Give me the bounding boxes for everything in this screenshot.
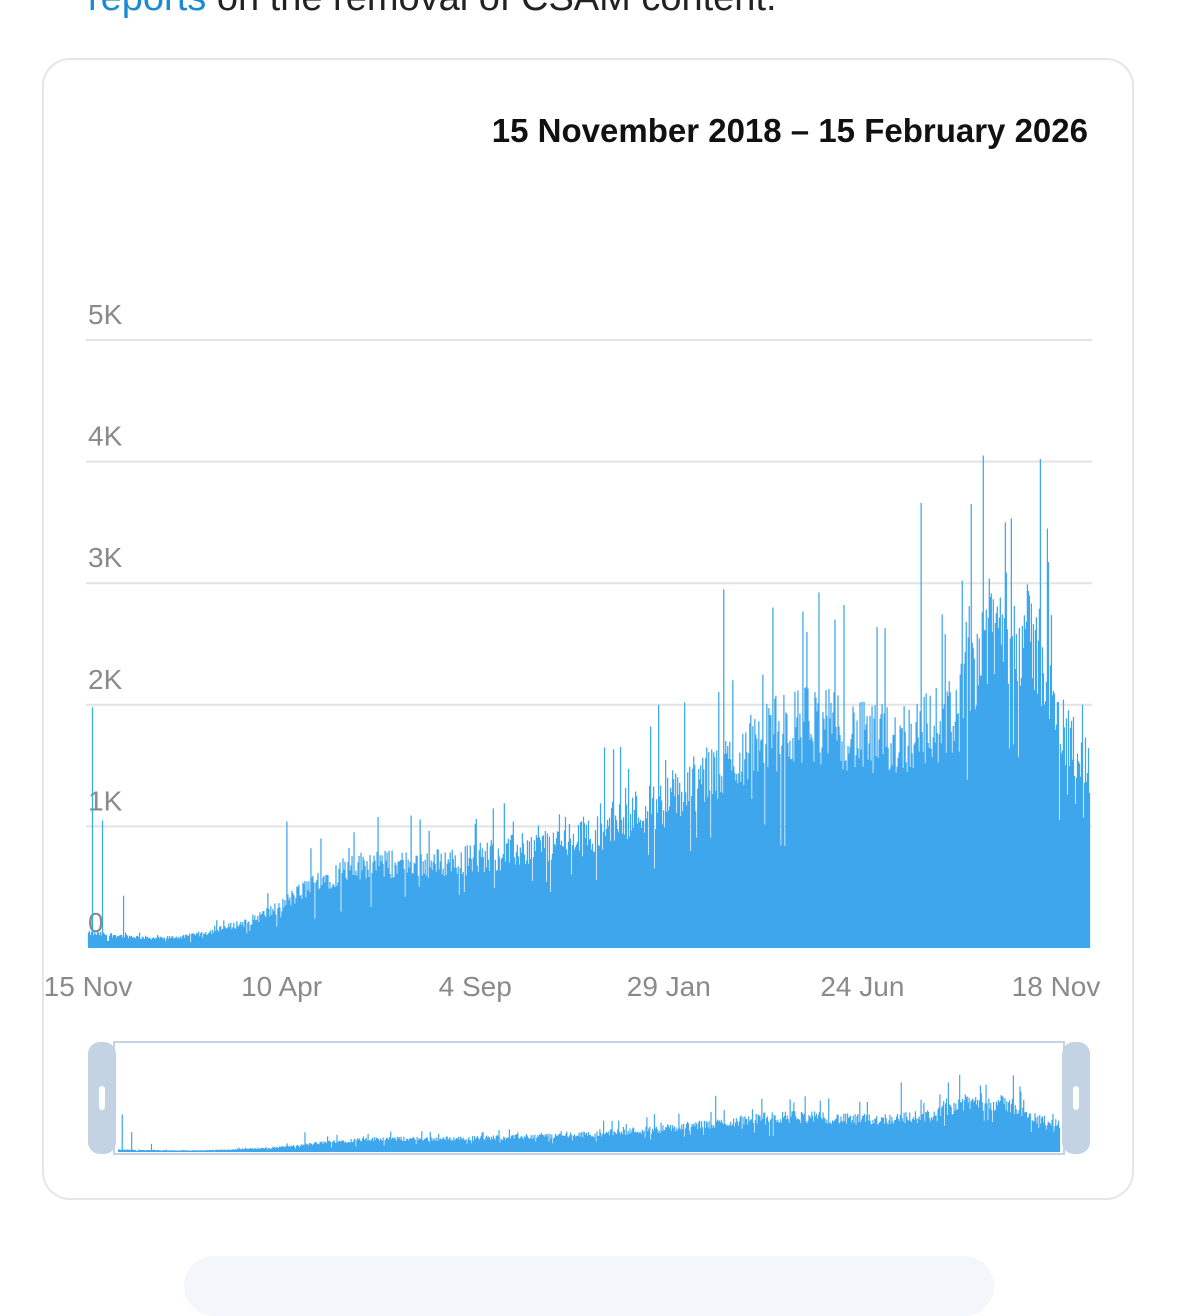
x-tick-label: 4 Sep: [439, 971, 512, 1002]
y-tick-label: 0: [88, 907, 104, 938]
navigator-series-path: [117, 1074, 1061, 1152]
x-tick-label: 29 Jan: [627, 971, 711, 1002]
intro-rest-text: on the removal of CSAM content.: [206, 0, 777, 19]
chart-title: 15 November 2018 – 15 February 2026: [491, 112, 1088, 149]
range-navigator[interactable]: [88, 1041, 1090, 1155]
intro-text: reports on the removal of CSAM content.: [88, 0, 777, 22]
y-tick-label: 3K: [88, 542, 123, 573]
bar-series-path: [87, 455, 1091, 948]
bar-chart: 0 1K 2K 3K 4K 5K 15 Nov 10 Apr 4 Sep 29 Jan 24 Ju…: [44, 299, 1101, 1155]
navigator-window[interactable]: [113, 1041, 1065, 1155]
x-tick-label: 18 Nov: [1012, 971, 1101, 1002]
y-tick-label: 5K: [88, 299, 123, 330]
y-tick-label: 1K: [88, 785, 123, 816]
bar-series: [87, 455, 1091, 948]
navigator-mini-series: [117, 1074, 1061, 1152]
y-axis-ticks: 0 1K 2K 3K 4K 5K: [88, 299, 123, 938]
x-axis-ticks: 15 Nov 10 Apr 4 Sep 29 Jan 24 Jun 18 Nov: [44, 971, 1101, 1002]
navigator-left-grip[interactable]: [99, 1086, 105, 1110]
reports-link[interactable]: reports: [88, 0, 206, 19]
x-tick-label: 24 Jun: [820, 971, 904, 1002]
navigator-right-grip[interactable]: [1073, 1086, 1079, 1110]
y-tick-label: 2K: [88, 664, 123, 695]
x-tick-label: 15 Nov: [44, 971, 133, 1002]
chart-card: [42, 58, 1134, 1200]
y-tick-label: 4K: [88, 421, 123, 452]
bottom-panel: [184, 1256, 994, 1316]
x-tick-label: 10 Apr: [241, 971, 322, 1002]
